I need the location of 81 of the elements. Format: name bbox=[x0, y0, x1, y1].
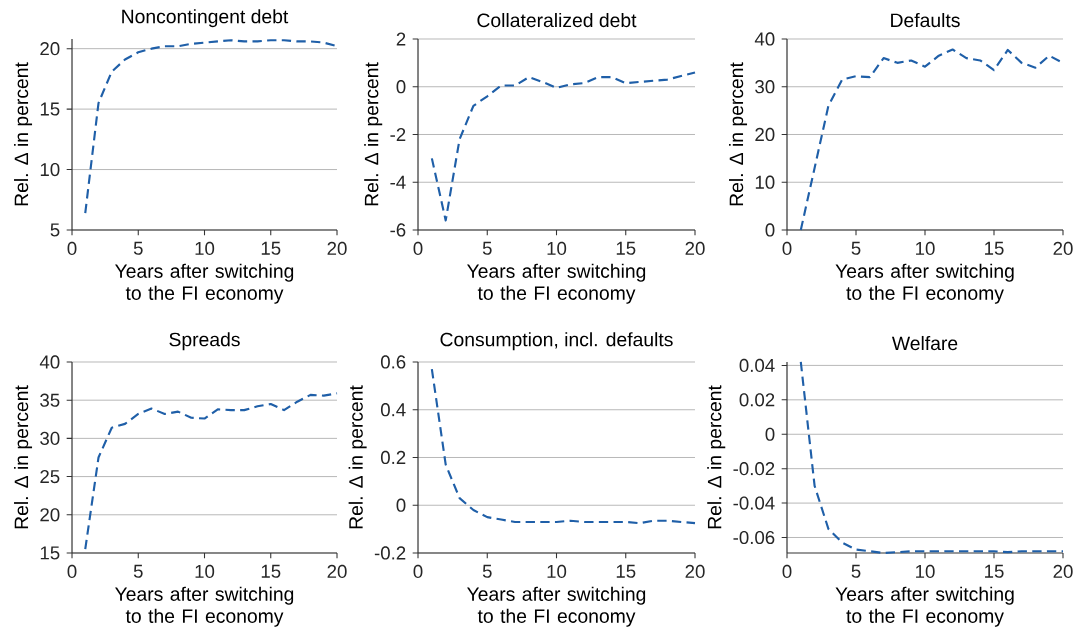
y-tick-label: 15 bbox=[40, 102, 60, 116]
x-tick-label: 20 bbox=[685, 564, 705, 579]
y-tick-label: 10 bbox=[755, 175, 775, 189]
x-tick-label: 0 bbox=[413, 564, 423, 579]
y-axis-title: Rel. Δ in percent bbox=[14, 385, 33, 529]
line-series bbox=[84, 392, 339, 551]
y-tick-label: 0 bbox=[396, 498, 406, 512]
y-tick-label: 10 bbox=[40, 162, 60, 177]
y-tick-label: -0.06 bbox=[733, 530, 775, 545]
x-tick-label: 0 bbox=[67, 564, 77, 579]
y-tick-label: 40 bbox=[39, 355, 60, 369]
x-tick-label: 20 bbox=[1053, 241, 1073, 256]
y-tick-label: 15 bbox=[40, 546, 60, 560]
y-tick-label: 5 bbox=[50, 223, 60, 237]
chart-title: Collateralized debt bbox=[477, 12, 637, 28]
y-tick-label: 0 bbox=[396, 80, 406, 94]
x-tick-label: 15 bbox=[261, 564, 281, 578]
y-tick-label: 30 bbox=[40, 431, 60, 445]
y-tick-label: 0.4 bbox=[380, 403, 406, 417]
x-tick-label: 5 bbox=[482, 564, 492, 578]
x-tick-label: 15 bbox=[616, 564, 636, 578]
y-tick-label: 20 bbox=[755, 127, 775, 142]
x-tick-label: 10 bbox=[195, 241, 215, 256]
y-axis-title: Rel. Δ in percent bbox=[707, 385, 726, 529]
y-axis-title: Rel. Δ in percent bbox=[729, 62, 748, 206]
x-tick-label: 15 bbox=[985, 564, 1004, 578]
y-tick-label: 35 bbox=[40, 393, 60, 407]
y-tick-label: 0 bbox=[765, 223, 775, 237]
y-tick-label: -6 bbox=[390, 223, 406, 237]
y-tick-label: 25 bbox=[40, 469, 60, 484]
x-tick-label: 0 bbox=[413, 241, 423, 256]
x-axis-title: Years after switching to the FI economy bbox=[115, 586, 294, 627]
chart-title: Noncontingent debt bbox=[122, 9, 289, 28]
x-tick-label: 15 bbox=[985, 241, 1004, 255]
x-tick-label: 0 bbox=[782, 241, 792, 256]
x-tick-label: 20 bbox=[1053, 564, 1073, 579]
x-tick-label: 15 bbox=[616, 241, 636, 255]
y-tick-label: 40 bbox=[754, 32, 775, 46]
x-axis-title: Years after switching to the FI economy bbox=[835, 263, 1014, 304]
y-tick-label: -2 bbox=[390, 127, 406, 142]
x-tick-label: 0 bbox=[67, 241, 77, 256]
x-tick-label: 20 bbox=[327, 564, 347, 579]
chart-title: Spreads bbox=[169, 332, 240, 351]
chart-title: Defaults bbox=[891, 12, 960, 28]
chart-title: Consumption, incl. defaults bbox=[440, 332, 673, 351]
x-tick-label: 10 bbox=[916, 564, 935, 579]
y-tick-label: 20 bbox=[40, 508, 60, 522]
y-tick-label: -0.2 bbox=[374, 546, 406, 560]
y-tick-label: -0.04 bbox=[733, 496, 775, 510]
x-tick-label: 10 bbox=[916, 241, 935, 256]
x-tick-label: 10 bbox=[547, 564, 567, 579]
x-tick-label: 5 bbox=[482, 241, 492, 255]
y-tick-label: 0.2 bbox=[380, 450, 406, 465]
y-tick-label: -4 bbox=[390, 175, 406, 189]
x-axis-title: Years after switching to the FI economy bbox=[467, 586, 646, 627]
y-tick-label: 0.02 bbox=[739, 393, 775, 407]
x-tick-label: 5 bbox=[851, 564, 861, 578]
x-tick-label: 15 bbox=[261, 241, 281, 255]
y-tick-label: 2 bbox=[396, 32, 406, 46]
y-tick-label: 30 bbox=[755, 80, 775, 94]
chart-title: Welfare bbox=[891, 335, 958, 351]
y-tick-label: 20 bbox=[40, 42, 60, 56]
y-axis-title: Rel. Δ in percent bbox=[348, 385, 367, 529]
x-tick-label: 20 bbox=[327, 241, 347, 256]
y-tick-label: 0.6 bbox=[380, 355, 406, 369]
x-tick-label: 5 bbox=[851, 241, 861, 255]
x-axis-title: Years after switching to the FI economy bbox=[467, 263, 646, 304]
x-tick-label: 0 bbox=[782, 564, 792, 579]
line-series bbox=[430, 71, 697, 222]
x-tick-label: 10 bbox=[547, 241, 567, 256]
y-tick-label: 0.04 bbox=[739, 358, 775, 373]
y-axis-title: Rel. Δ in percent bbox=[14, 62, 33, 206]
x-tick-label: 5 bbox=[133, 241, 143, 255]
y-axis-title: Rel. Δ in percent bbox=[364, 62, 383, 206]
y-tick-label: 0 bbox=[765, 427, 775, 441]
y-tick-label: -0.02 bbox=[733, 462, 775, 476]
x-tick-label: 10 bbox=[195, 564, 215, 579]
x-tick-label: 20 bbox=[685, 241, 705, 256]
x-tick-label: 5 bbox=[133, 564, 143, 578]
x-axis-title: Years after switching to the FI economy bbox=[115, 263, 294, 304]
x-axis-title: Years after switching to the FI economy bbox=[835, 586, 1014, 627]
